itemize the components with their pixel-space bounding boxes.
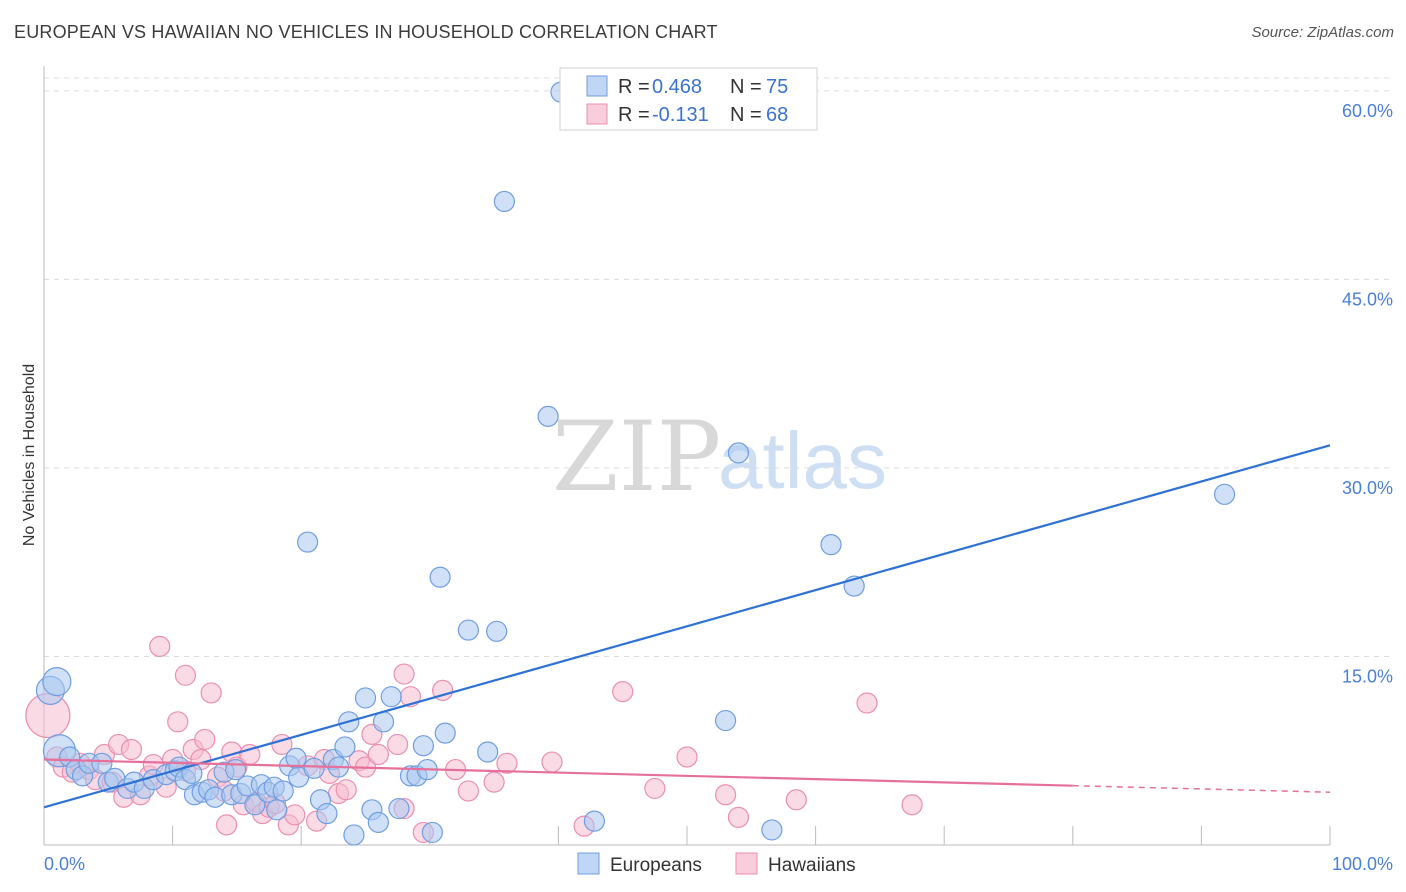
bottom-legend-swatch-europeans [577,852,600,875]
hawaiians-point-23 [194,728,216,751]
europeans-point-65 [583,810,606,832]
legend-swatch-europeans [586,75,608,97]
bottom-legend-swatch-hawaiians [735,852,758,875]
europeans-point-43 [334,736,356,758]
trend-lines [43,444,1331,809]
x-tick-label-min: 0.0% [44,854,85,874]
legend-r-label-europeans: R = [618,76,650,98]
x-tick-label-max: 100.0% [1332,854,1393,874]
hawaiians-points [25,635,923,844]
europeans-point-7 [91,752,113,774]
hawaiians-point-58 [496,752,518,774]
europeans-point-37 [297,531,319,553]
europeans-point-56 [421,821,443,844]
watermark-atlas: atlas [718,416,887,505]
hawaiians-point-62 [644,777,666,800]
source-credit: Source: ZipAtlas.com [1251,24,1394,41]
hawaiians-point-49 [387,733,409,756]
watermark-zip: ZIP [552,401,721,513]
legend-n-value-hawaiians: 68 [766,104,788,126]
legend-r-value-hawaiians: -0.131 [652,104,709,126]
hawaiians-trend-line [43,758,1073,787]
europeans-point-66 [714,709,737,732]
hawaiians-point-38 [284,804,306,826]
bottom-legend: Europeans Hawaiians [577,852,856,876]
europeans-point-57 [429,566,451,588]
hawaiians-point-24 [200,682,222,704]
hawaiians-point-44 [335,779,357,801]
europeans-point-68 [761,819,783,841]
legend-r-label-hawaiians: R = [618,104,650,126]
europeans-point-46 [354,687,377,709]
europeans-point-1 [42,667,72,697]
europeans-point-63 [537,405,559,427]
hawaiians-point-67 [901,794,923,816]
hawaiians-point-11 [120,738,143,761]
hawaiians-point-61 [612,681,634,703]
hawaiians-point-65 [727,806,750,828]
grid-lines [44,77,1392,657]
tick-labels: 15.0% 30.0% 45.0% 60.0% 0.0% 100.0% [44,101,1393,874]
europeans-point-69 [820,533,842,556]
bottom-legend-europeans: Europeans [610,855,702,876]
legend-n-label-hawaiians: N = [730,104,762,126]
legend-n-label-europeans: N = [730,76,762,98]
europeans-point-51 [388,797,410,820]
europeans-point-32 [266,799,288,821]
hawaiians-point-68 [856,692,878,714]
y-tick-label-45: 45.0% [1342,289,1393,309]
hawaiians-trend-extension [1072,784,1331,793]
legend-r-value-europeans: 0.468 [652,76,702,98]
europeans-trend-line [43,444,1331,809]
hawaiians-point-20 [174,664,197,686]
europeans-point-40 [316,802,338,825]
europeans-points [35,81,1236,846]
hawaiians-point-57 [483,771,505,793]
y-axis-label: No Vehicles in Household [21,364,38,546]
europeans-point-61 [486,620,508,642]
europeans-point-54 [412,735,434,757]
hawaiians-point-15 [149,635,171,658]
hawaiians-point-59 [541,751,563,773]
europeans-point-45 [343,824,365,846]
bottom-legend-hawaiians: Hawaiians [768,855,856,876]
hawaiians-point-18 [167,711,189,733]
europeans-point-50 [380,686,402,708]
y-tick-label-15: 15.0% [1342,666,1393,686]
europeans-point-59 [457,619,479,641]
watermark: ZIP atlas [552,401,887,513]
europeans-point-71 [1213,483,1236,505]
legend-swatch-hawaiians [586,103,608,125]
hawaiians-point-27 [216,814,238,836]
hawaiians-point-64 [714,784,737,806]
hawaiians-point-52 [393,663,415,685]
hawaiians-point-48 [367,743,389,766]
europeans-point-58 [434,722,456,744]
europeans-point-67 [727,442,750,464]
chart-title: EUROPEAN VS HAWAIIAN NO VEHICLES IN HOUS… [14,22,718,42]
y-tick-label-60: 60.0% [1342,101,1393,121]
europeans-point-38 [303,757,325,779]
y-tick-label-30: 30.0% [1342,478,1393,498]
hawaiians-point-66 [785,789,807,811]
europeans-point-33 [272,780,294,802]
europeans-point-48 [367,811,389,833]
europeans-point-28 [244,794,266,816]
hawaiians-point-63 [676,746,698,768]
europeans-point-62 [493,190,515,213]
legend: R = 0.468 N = 75 R = -0.131 N = 68 [559,67,818,131]
hawaiians-point-56 [457,780,479,802]
europeans-point-60 [477,741,499,763]
legend-n-value-europeans: 75 [766,76,788,98]
